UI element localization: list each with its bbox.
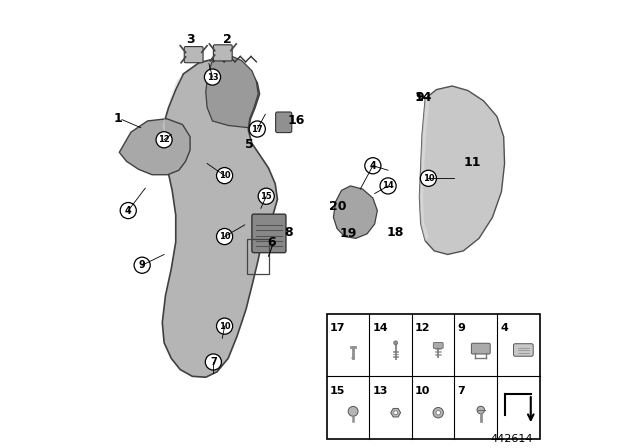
Polygon shape <box>333 186 378 238</box>
Text: 13: 13 <box>207 73 218 82</box>
Text: 19: 19 <box>339 227 356 241</box>
Text: 14: 14 <box>372 323 388 333</box>
Circle shape <box>134 257 150 273</box>
Circle shape <box>258 188 275 204</box>
Circle shape <box>216 318 233 334</box>
Circle shape <box>351 357 355 360</box>
FancyBboxPatch shape <box>184 47 203 63</box>
Circle shape <box>394 411 397 415</box>
Text: 9: 9 <box>415 91 424 104</box>
Circle shape <box>477 406 484 414</box>
Text: 7: 7 <box>458 386 465 396</box>
Text: 11: 11 <box>463 155 481 169</box>
Text: 13: 13 <box>372 386 388 396</box>
Circle shape <box>156 132 172 148</box>
Polygon shape <box>119 119 190 175</box>
Circle shape <box>249 121 266 137</box>
Circle shape <box>205 354 221 370</box>
Polygon shape <box>163 58 278 377</box>
Text: 3: 3 <box>186 33 195 46</box>
Text: 1: 1 <box>113 112 122 125</box>
Circle shape <box>433 408 444 418</box>
Circle shape <box>216 228 233 245</box>
FancyBboxPatch shape <box>213 45 232 61</box>
Text: 5: 5 <box>245 138 253 151</box>
Polygon shape <box>419 86 504 254</box>
Text: 4: 4 <box>369 161 376 171</box>
Text: 4: 4 <box>125 206 132 215</box>
Circle shape <box>380 178 396 194</box>
Text: 10: 10 <box>219 232 230 241</box>
Text: 10: 10 <box>219 171 230 180</box>
Text: 16: 16 <box>288 114 305 128</box>
Polygon shape <box>206 55 258 128</box>
Circle shape <box>420 170 436 186</box>
Bar <box>327 314 540 439</box>
Circle shape <box>348 406 358 416</box>
Text: 12: 12 <box>415 323 431 333</box>
FancyBboxPatch shape <box>433 343 443 349</box>
Text: 9: 9 <box>139 260 145 270</box>
Text: 10: 10 <box>422 174 434 183</box>
Text: 18: 18 <box>387 225 404 239</box>
FancyBboxPatch shape <box>513 344 533 356</box>
Text: 15: 15 <box>330 386 345 396</box>
Text: 15: 15 <box>260 192 272 201</box>
Text: 12: 12 <box>158 135 170 144</box>
Text: 14: 14 <box>414 91 432 104</box>
Text: 10: 10 <box>415 386 430 396</box>
Text: 17: 17 <box>330 323 346 333</box>
Text: 442614: 442614 <box>490 435 533 444</box>
Circle shape <box>394 341 397 345</box>
FancyBboxPatch shape <box>252 214 286 253</box>
Text: 4: 4 <box>500 323 508 333</box>
FancyBboxPatch shape <box>472 343 490 354</box>
Circle shape <box>120 202 136 219</box>
Text: 2: 2 <box>223 33 232 46</box>
Polygon shape <box>163 75 182 158</box>
Text: 10: 10 <box>219 322 230 331</box>
Circle shape <box>216 168 233 184</box>
Text: 14: 14 <box>382 181 394 190</box>
Text: 9: 9 <box>458 323 465 333</box>
Circle shape <box>436 410 440 415</box>
Text: 8: 8 <box>284 225 293 239</box>
Circle shape <box>365 158 381 174</box>
Polygon shape <box>391 409 401 417</box>
Text: 20: 20 <box>329 200 347 214</box>
Text: 7: 7 <box>210 357 217 367</box>
Circle shape <box>204 69 221 85</box>
Text: 6: 6 <box>268 236 276 250</box>
FancyBboxPatch shape <box>276 112 292 133</box>
Polygon shape <box>419 99 429 241</box>
Text: 17: 17 <box>252 125 263 134</box>
